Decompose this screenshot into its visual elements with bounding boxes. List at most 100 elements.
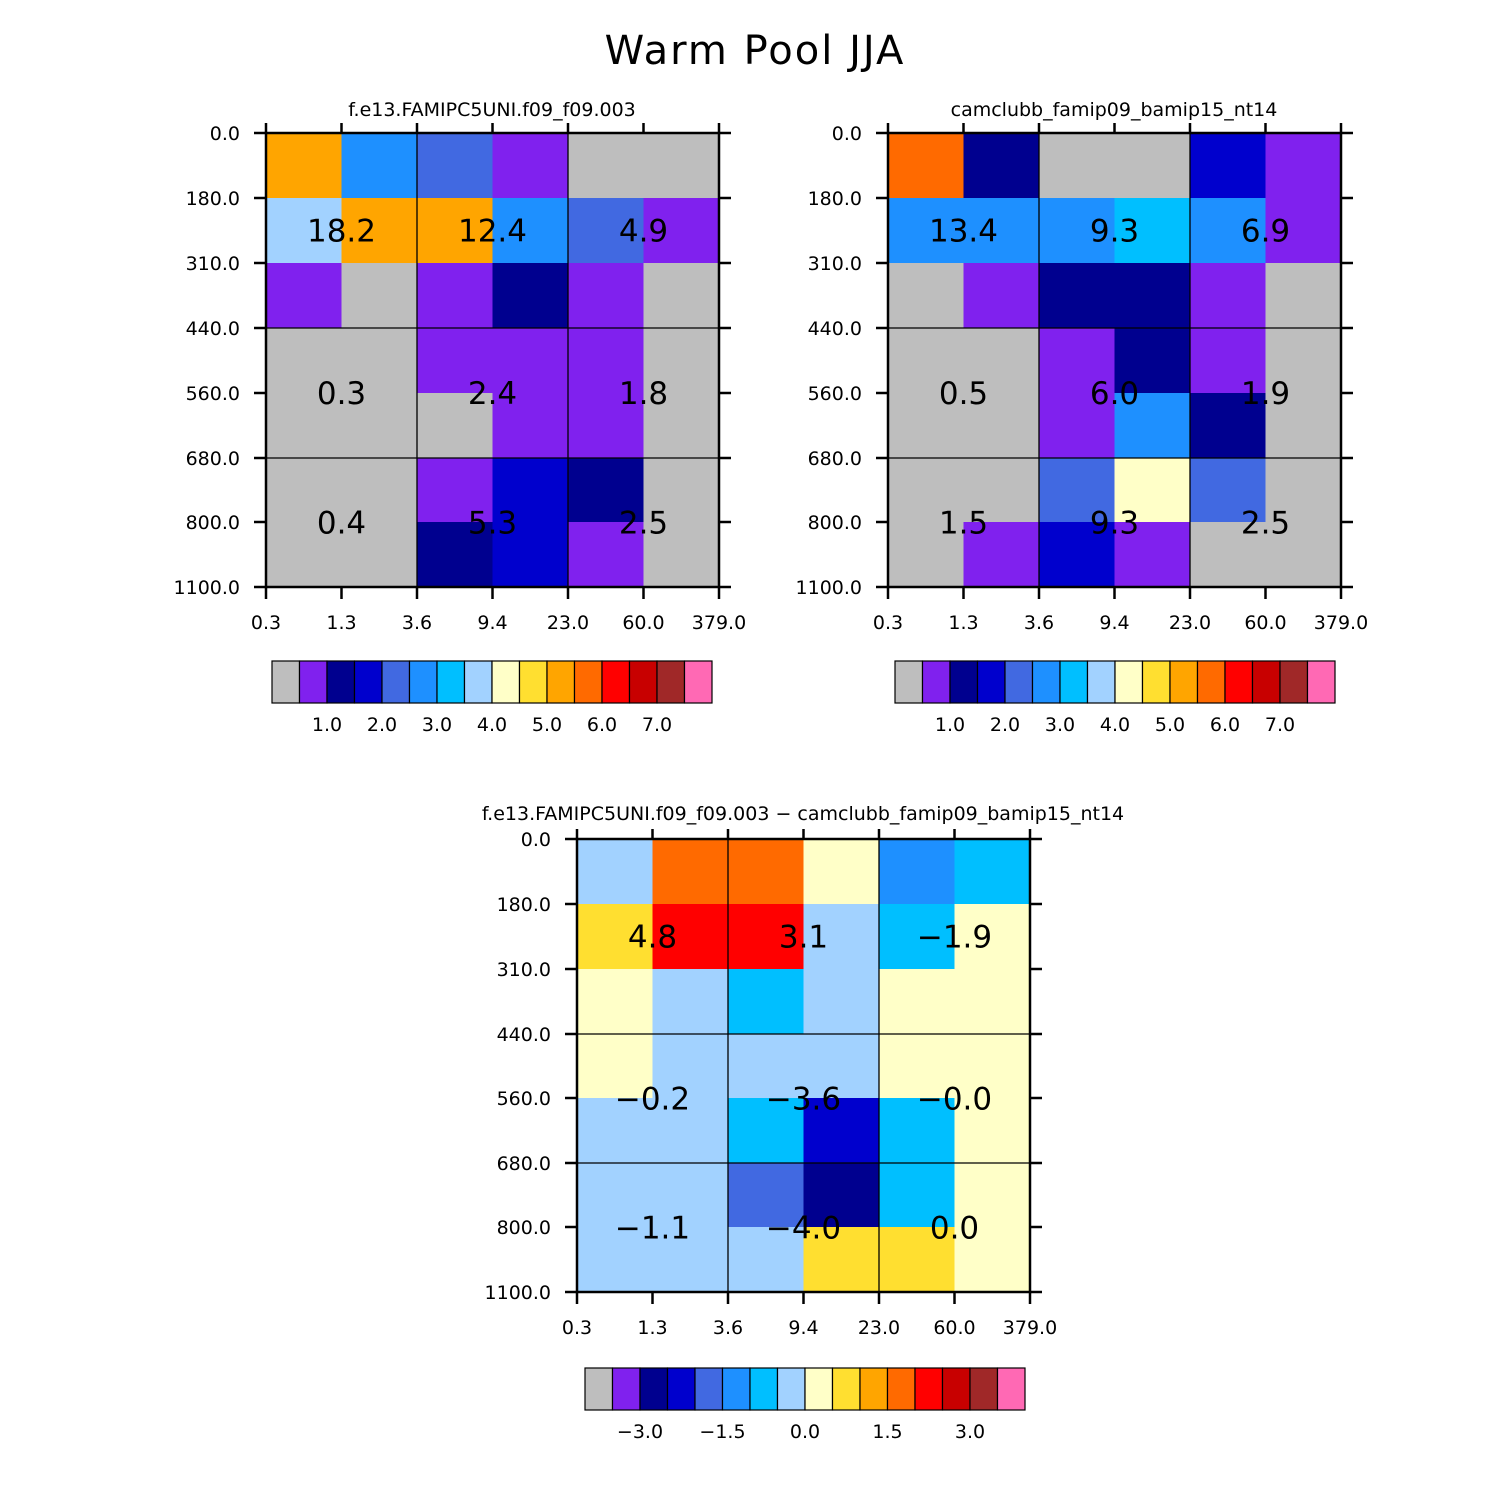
colorbar-swatch bbox=[601, 660, 631, 704]
x-tick-label: 0.3 bbox=[562, 1317, 592, 1339]
colorbar-swatch bbox=[1196, 660, 1226, 704]
heatmap-cell bbox=[803, 904, 880, 970]
box-value-label: 9.3 bbox=[1090, 214, 1139, 250]
box-value-label: 6.9 bbox=[1241, 214, 1290, 250]
heatmap-cell bbox=[652, 969, 729, 1035]
heatmap-cell bbox=[341, 458, 418, 523]
heatmap-cell bbox=[803, 839, 880, 905]
y-tick-label: 310.0 bbox=[186, 253, 240, 275]
heatmap-cell bbox=[492, 458, 569, 523]
x-tick-label: 60.0 bbox=[622, 612, 664, 634]
colorbar-swatch bbox=[921, 660, 951, 704]
x-tick-label: 0.3 bbox=[251, 612, 281, 634]
x-tick-label: 3.6 bbox=[713, 1317, 743, 1339]
heatmap-cell bbox=[266, 393, 343, 459]
heatmap-cell bbox=[728, 969, 805, 1035]
heatmap-cell bbox=[803, 1227, 880, 1293]
heatmap-cell bbox=[728, 1163, 805, 1228]
colorbar-swatch bbox=[491, 660, 521, 704]
colorbar-label: 7.0 bbox=[642, 714, 672, 736]
heatmap-cell bbox=[643, 458, 720, 523]
y-tick-label: 560.0 bbox=[186, 383, 240, 405]
panel-difference: f.e13.FAMIPC5UNI.f09_f09.003 − camclubb_… bbox=[482, 803, 1124, 1443]
heatmap-cell bbox=[577, 1034, 654, 1099]
heatmap-cell bbox=[341, 393, 418, 459]
x-tick-label: 3.6 bbox=[1024, 612, 1054, 634]
heatmap-cell bbox=[643, 328, 720, 394]
heatmap-cell bbox=[652, 1163, 729, 1228]
heatmap-cell bbox=[879, 1227, 956, 1293]
panel-experiment: camclubb_famip09_bamip15_nt14 13.4 9.3 6.9 0… bbox=[796, 99, 1369, 736]
heatmap-cell bbox=[1190, 522, 1267, 588]
heatmap-cell bbox=[963, 522, 1040, 588]
heatmap-cell bbox=[728, 839, 805, 905]
heatmap-cell bbox=[266, 522, 343, 588]
y-tick-label: 1100.0 bbox=[174, 577, 240, 599]
y-tick-label: 800.0 bbox=[186, 512, 240, 534]
colorbar-swatch bbox=[976, 660, 1006, 704]
heatmap-cell bbox=[568, 458, 645, 523]
page-title: Warm Pool JJA bbox=[604, 28, 906, 74]
colorbar-label: 2.0 bbox=[990, 714, 1020, 736]
y-tick-label: 800.0 bbox=[808, 512, 862, 534]
heatmap-cell bbox=[954, 839, 1031, 905]
colorbar-swatch bbox=[584, 1367, 614, 1411]
heatmap-cell bbox=[643, 522, 720, 588]
heatmap-cell bbox=[577, 1098, 654, 1164]
heatmap-cell bbox=[888, 263, 965, 329]
heatmap-cell bbox=[417, 522, 494, 588]
box-value-label: 5.3 bbox=[468, 506, 517, 542]
x-tick-label: 1.3 bbox=[326, 612, 356, 634]
heatmap-cell bbox=[879, 1163, 956, 1228]
heatmap-cell bbox=[341, 328, 418, 394]
colorbar-swatch bbox=[949, 660, 979, 704]
colorbar-swatch bbox=[914, 1367, 944, 1411]
heatmap-cell bbox=[1114, 393, 1191, 459]
y-tick-label: 310.0 bbox=[808, 253, 862, 275]
y-tick-label: 180.0 bbox=[186, 188, 240, 210]
colorbar-swatch bbox=[721, 1367, 751, 1411]
heatmap-cell bbox=[492, 393, 569, 459]
heatmap-cell bbox=[879, 1098, 956, 1164]
colorbar-label: 4.0 bbox=[477, 714, 507, 736]
heatmap-cell bbox=[728, 904, 805, 970]
heatmap-cell bbox=[1039, 198, 1116, 264]
colorbar-swatch bbox=[894, 660, 924, 704]
y-tick-label: 560.0 bbox=[808, 383, 862, 405]
heatmap-cell bbox=[1265, 198, 1342, 264]
colorbar-label: 3.0 bbox=[1045, 714, 1075, 736]
box-value-label: 2.5 bbox=[619, 506, 668, 542]
colorbar-swatch bbox=[1004, 660, 1034, 704]
box-value-label: 18.2 bbox=[307, 214, 376, 250]
x-tick-label: 23.0 bbox=[858, 1317, 900, 1339]
heatmap-cell bbox=[577, 969, 654, 1035]
heatmap-cell bbox=[1265, 393, 1342, 459]
box-value-label: 3.1 bbox=[779, 920, 828, 956]
heatmap-cell bbox=[1265, 458, 1342, 523]
heatmap-cell bbox=[963, 458, 1040, 523]
heatmap-cell bbox=[577, 1163, 654, 1228]
colorbar-swatch bbox=[694, 1367, 724, 1411]
heatmap-cell bbox=[643, 198, 720, 264]
heatmap-cell bbox=[1190, 263, 1267, 329]
heatmap-cell bbox=[1190, 458, 1267, 523]
colorbar-swatch bbox=[611, 1367, 641, 1411]
heatmap-cell bbox=[652, 1034, 729, 1099]
x-tick-label: 60.0 bbox=[933, 1317, 975, 1339]
heatmap-cell bbox=[492, 328, 569, 394]
heatmap-cell bbox=[888, 133, 965, 199]
heatmap-cell bbox=[954, 1163, 1031, 1228]
box-value-label: 6.0 bbox=[1090, 376, 1139, 412]
heatmap-cell bbox=[888, 393, 965, 459]
heatmap-cell bbox=[417, 458, 494, 523]
colorbar-swatch bbox=[1169, 660, 1199, 704]
colorbar-swatch bbox=[749, 1367, 779, 1411]
y-tick-label: 680.0 bbox=[497, 1153, 551, 1175]
heatmap-cell bbox=[888, 458, 965, 523]
heatmap-cell bbox=[1190, 328, 1267, 394]
colorbar-label: 7.0 bbox=[1265, 714, 1295, 736]
heatmap-cell bbox=[652, 839, 729, 905]
heatmap-cell bbox=[568, 133, 645, 199]
x-tick-label: 379.0 bbox=[1314, 612, 1368, 634]
